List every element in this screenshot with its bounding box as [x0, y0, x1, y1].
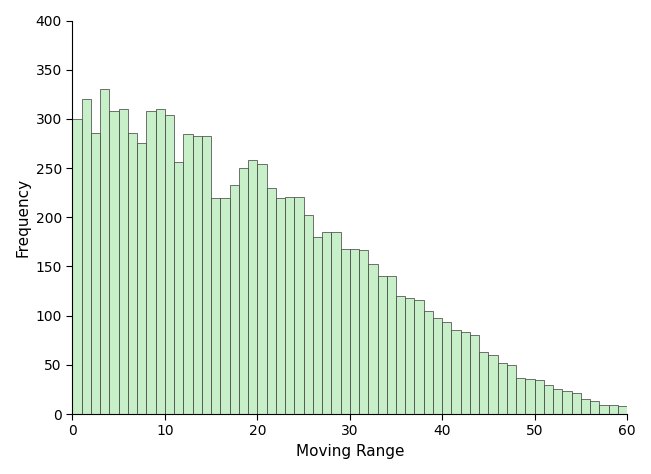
Bar: [350, 249, 359, 414]
Bar: [553, 390, 562, 414]
Bar: [424, 311, 433, 414]
Bar: [498, 363, 507, 414]
Bar: [72, 119, 81, 414]
Bar: [266, 188, 276, 414]
Bar: [340, 249, 350, 414]
Bar: [452, 330, 461, 414]
Bar: [220, 198, 230, 414]
Bar: [396, 296, 406, 414]
Bar: [193, 136, 202, 414]
Bar: [303, 215, 312, 414]
Bar: [627, 409, 637, 414]
Bar: [387, 276, 396, 414]
Bar: [118, 109, 128, 414]
Bar: [128, 133, 137, 414]
Bar: [433, 318, 442, 414]
Bar: [470, 335, 479, 414]
Bar: [415, 300, 424, 414]
Bar: [600, 405, 609, 414]
Bar: [359, 250, 368, 414]
Bar: [534, 380, 544, 414]
Bar: [257, 164, 266, 414]
Bar: [100, 90, 109, 414]
Bar: [368, 264, 378, 414]
Bar: [91, 133, 100, 414]
Bar: [239, 168, 248, 414]
Bar: [618, 406, 627, 414]
Bar: [230, 185, 239, 414]
Bar: [479, 352, 488, 414]
Bar: [461, 332, 470, 414]
Bar: [322, 232, 331, 414]
Bar: [637, 409, 646, 414]
Bar: [202, 136, 211, 414]
Bar: [525, 379, 534, 414]
Bar: [331, 232, 340, 414]
Bar: [590, 401, 600, 414]
Bar: [406, 298, 415, 414]
Bar: [646, 411, 651, 414]
X-axis label: Moving Range: Moving Range: [296, 444, 404, 459]
Bar: [211, 198, 220, 414]
Bar: [81, 99, 91, 414]
Bar: [174, 162, 184, 414]
Bar: [276, 198, 285, 414]
Bar: [248, 160, 257, 414]
Bar: [516, 378, 525, 414]
Bar: [294, 197, 303, 414]
Bar: [137, 144, 146, 414]
Bar: [109, 111, 118, 414]
Bar: [378, 276, 387, 414]
Y-axis label: Frequency: Frequency: [15, 178, 30, 257]
Bar: [609, 405, 618, 414]
Bar: [581, 399, 590, 414]
Bar: [562, 392, 572, 414]
Bar: [165, 115, 174, 414]
Bar: [572, 393, 581, 414]
Bar: [312, 237, 322, 414]
Bar: [146, 111, 156, 414]
Bar: [156, 109, 165, 414]
Bar: [544, 384, 553, 414]
Bar: [184, 134, 193, 414]
Bar: [488, 355, 498, 414]
Bar: [507, 365, 516, 414]
Bar: [442, 321, 452, 414]
Bar: [285, 197, 294, 414]
